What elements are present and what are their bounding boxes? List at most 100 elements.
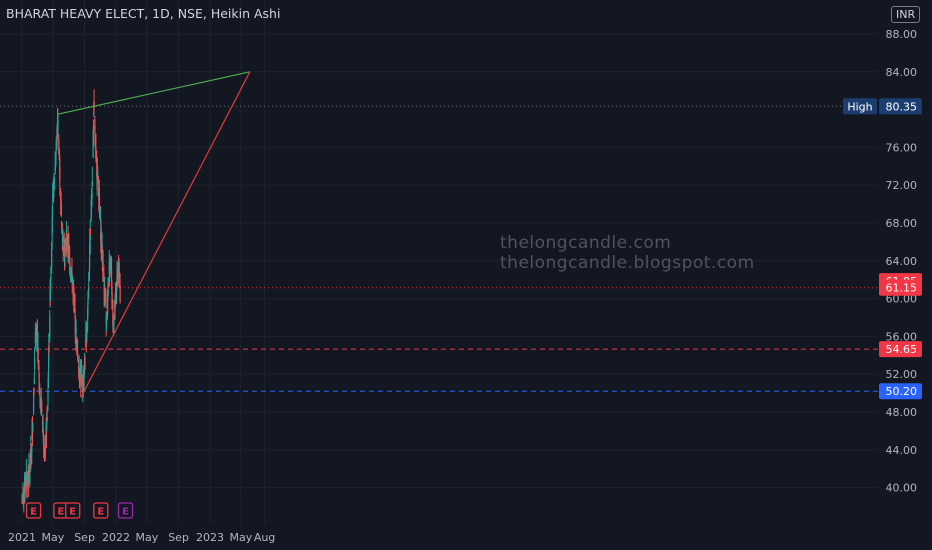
candle-body <box>32 423 34 429</box>
chart-grid <box>0 0 878 524</box>
candle-body <box>21 501 23 503</box>
candle-body <box>46 417 48 420</box>
candle-body <box>88 286 90 292</box>
earnings-event-icon: E <box>25 502 42 519</box>
price-tick-label: 56.00 <box>886 330 918 343</box>
candle-body <box>22 502 24 504</box>
time-tick-label: Aug <box>254 531 275 544</box>
candle-body <box>89 230 91 241</box>
candle-body <box>77 355 79 361</box>
price-tick-label: 84.00 <box>886 66 918 79</box>
high-price-tag-bg <box>879 98 922 115</box>
candle-body <box>61 221 63 227</box>
candle-body <box>70 268 72 273</box>
symbol-title[interactable]: BHARAT HEAVY ELECT, 1D, NSE, Heikin Ashi <box>6 6 281 21</box>
candle-body <box>48 346 50 353</box>
candle-body <box>111 293 113 300</box>
candle-body <box>119 285 121 302</box>
candle-body <box>25 477 27 485</box>
price-axis[interactable]: 88.00 84.00 76.00 72.00 68.00 64.00 60.00 56.00… <box>886 28 918 495</box>
candle-body <box>66 240 68 244</box>
trendlines[interactable] <box>57 71 251 399</box>
price-tick-label: 48.00 <box>886 406 918 419</box>
time-tick-label: May <box>230 531 253 544</box>
time-axis[interactable]: 2021 May Sep 2022 May Sep 2023 May Aug <box>8 531 275 544</box>
candle-body <box>64 242 66 244</box>
candle-body <box>101 258 104 260</box>
time-tick-label: Sep <box>74 531 95 544</box>
candle-body <box>68 244 70 249</box>
candle-body <box>77 346 79 348</box>
candle-body <box>46 420 48 430</box>
candle-body <box>103 273 105 281</box>
time-tick-label: 2022 <box>102 531 130 544</box>
candle-body <box>43 444 45 446</box>
candle-body <box>55 153 57 159</box>
candle-body <box>92 126 95 129</box>
candles <box>21 89 121 513</box>
candle-body <box>97 180 100 185</box>
candle-body <box>105 300 107 307</box>
candle-body <box>97 168 99 174</box>
candle-body <box>71 282 74 284</box>
earnings-event-label: E <box>97 507 104 518</box>
candle-body <box>80 378 82 385</box>
candle-body <box>23 492 25 499</box>
candle-body <box>94 119 96 131</box>
candle-body <box>50 276 52 280</box>
candle-body <box>100 237 102 247</box>
candle-body <box>106 313 108 315</box>
candle-body <box>22 487 24 490</box>
candle-body <box>92 139 94 158</box>
watermark: thelongcandle.com thelongcandle.blogspot… <box>500 233 755 273</box>
earnings-event-label: E <box>122 507 129 518</box>
earnings-event-label: E <box>57 507 64 518</box>
candle-body <box>91 192 93 198</box>
price-tick-label: 68.00 <box>886 217 918 230</box>
time-tick-label: May <box>136 531 159 544</box>
candle-body <box>51 250 53 268</box>
candle-body <box>85 329 87 333</box>
earnings-event-box <box>65 502 81 519</box>
candle-body <box>28 482 30 484</box>
candle-body <box>85 336 87 346</box>
level-tag-54: 54.65 <box>886 343 918 356</box>
earnings-event-box <box>93 502 109 519</box>
candle-body <box>55 147 57 149</box>
candle-body <box>94 134 96 145</box>
candle-body <box>111 270 113 275</box>
candle-body <box>96 181 98 185</box>
candle-body <box>91 180 93 186</box>
earnings-event-box <box>25 502 42 519</box>
candle-body <box>24 489 26 491</box>
price-tick-label: 76.00 <box>886 141 918 154</box>
price-tick-label: 52.00 <box>886 368 918 381</box>
price-tick-label: 44.00 <box>886 444 918 457</box>
currency-badge[interactable]: INR <box>891 6 921 23</box>
candle-body <box>41 408 43 412</box>
candle-body <box>103 284 105 294</box>
earnings-event-label: E <box>30 507 37 518</box>
high-price-tag: 80.35 <box>886 100 918 113</box>
candle-body <box>113 316 115 324</box>
horizontal-levels <box>0 105 878 392</box>
candle-body <box>102 261 104 265</box>
candle-body <box>109 263 111 265</box>
earnings-event-label: E <box>69 507 76 518</box>
candle-body <box>37 346 39 349</box>
candle-body <box>35 329 38 334</box>
candle-body <box>47 391 49 404</box>
candle-body <box>73 299 75 306</box>
time-tick-label: Sep <box>168 531 189 544</box>
candle-body <box>33 388 35 390</box>
candle-body <box>26 475 29 479</box>
candle-body <box>31 431 33 438</box>
candle-body <box>53 181 56 183</box>
earnings-event-icon: E <box>93 502 109 519</box>
candle-body <box>116 278 119 286</box>
candle-body <box>109 266 111 274</box>
candle-body <box>38 380 40 382</box>
candle-body <box>104 288 106 296</box>
